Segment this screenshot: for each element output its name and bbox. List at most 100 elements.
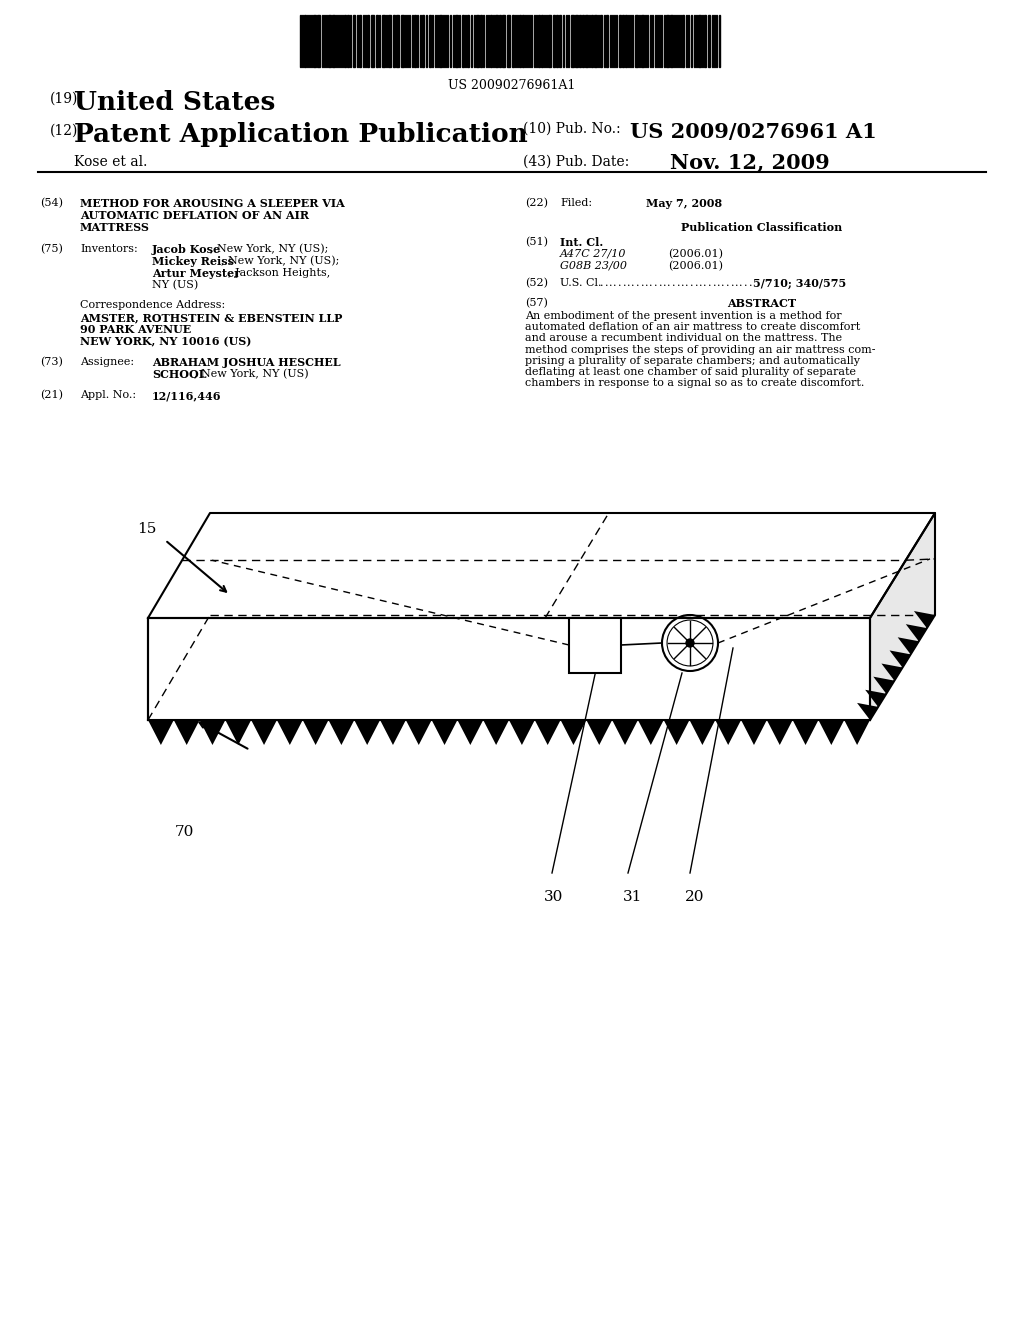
- Text: (2006.01): (2006.01): [668, 261, 723, 272]
- Text: .: .: [708, 279, 712, 288]
- Bar: [376, 15, 378, 67]
- Polygon shape: [560, 719, 587, 744]
- Text: .: .: [703, 279, 707, 288]
- Text: .: .: [722, 279, 725, 288]
- Text: .: .: [744, 279, 748, 288]
- Bar: [353, 15, 355, 67]
- Bar: [502, 15, 505, 67]
- Text: 90 PARK AVENUE: 90 PARK AVENUE: [80, 323, 191, 335]
- Text: United States: United States: [74, 90, 275, 115]
- Text: .: .: [613, 279, 617, 288]
- Polygon shape: [303, 719, 329, 744]
- Bar: [625, 15, 627, 67]
- Bar: [541, 15, 543, 67]
- Polygon shape: [432, 719, 458, 744]
- Polygon shape: [767, 719, 793, 744]
- Bar: [591, 15, 593, 67]
- Bar: [538, 15, 540, 67]
- Polygon shape: [689, 719, 716, 744]
- Text: , Jackson Heights,: , Jackson Heights,: [228, 268, 331, 279]
- Bar: [393, 15, 395, 67]
- Text: .: .: [640, 279, 644, 288]
- Bar: [635, 15, 638, 67]
- Polygon shape: [380, 719, 406, 744]
- Bar: [396, 15, 399, 67]
- Text: .: .: [726, 279, 729, 288]
- Polygon shape: [509, 719, 535, 744]
- Polygon shape: [354, 719, 380, 744]
- Text: Inventors:: Inventors:: [80, 244, 138, 253]
- Polygon shape: [890, 651, 910, 668]
- Bar: [367, 15, 369, 67]
- Polygon shape: [870, 513, 935, 719]
- Text: (21): (21): [40, 389, 63, 400]
- Polygon shape: [200, 719, 225, 744]
- Polygon shape: [458, 719, 483, 744]
- Text: US 2009/0276961 A1: US 2009/0276961 A1: [630, 121, 877, 143]
- Text: .: .: [649, 279, 653, 288]
- Text: Filed:: Filed:: [560, 198, 592, 209]
- Text: , New York, NY (US);: , New York, NY (US);: [210, 244, 329, 255]
- Text: .: .: [618, 279, 622, 288]
- Bar: [476, 15, 479, 67]
- Polygon shape: [914, 611, 935, 628]
- Text: .: .: [600, 279, 603, 288]
- Bar: [371, 15, 374, 67]
- Text: SCHOOL: SCHOOL: [152, 370, 207, 380]
- Bar: [559, 15, 561, 67]
- Bar: [575, 15, 578, 67]
- Bar: [705, 15, 706, 67]
- Text: (22): (22): [525, 198, 548, 209]
- Text: ABRAHAM JOSHUA HESCHEL: ABRAHAM JOSHUA HESCHEL: [152, 356, 341, 368]
- Text: METHOD FOR AROUSING A SLEEPER VIA: METHOD FOR AROUSING A SLEEPER VIA: [80, 198, 345, 209]
- Text: .: .: [623, 279, 626, 288]
- Text: ABSTRACT: ABSTRACT: [727, 298, 797, 309]
- Bar: [317, 15, 319, 67]
- Bar: [499, 15, 501, 67]
- Text: Artur Meyster: Artur Meyster: [152, 268, 240, 279]
- Text: chambers in response to a signal so as to create discomfort.: chambers in response to a signal so as t…: [525, 379, 864, 388]
- Bar: [522, 15, 524, 67]
- Text: .: .: [694, 279, 698, 288]
- Text: .: .: [604, 279, 608, 288]
- Bar: [422, 15, 424, 67]
- Bar: [698, 15, 701, 67]
- Text: NEW YORK, NY 10016 (US): NEW YORK, NY 10016 (US): [80, 337, 251, 347]
- Text: .: .: [713, 279, 716, 288]
- Bar: [519, 15, 521, 67]
- Bar: [618, 15, 621, 67]
- Text: Jacob Kose: Jacob Kose: [152, 244, 221, 255]
- Bar: [594, 15, 597, 67]
- Polygon shape: [587, 719, 612, 744]
- Bar: [600, 15, 602, 67]
- Bar: [328, 15, 331, 67]
- Polygon shape: [225, 719, 251, 744]
- Text: .: .: [690, 279, 693, 288]
- Text: (73): (73): [40, 356, 62, 367]
- Polygon shape: [276, 719, 303, 744]
- Bar: [429, 15, 431, 67]
- Polygon shape: [535, 719, 560, 744]
- Text: .: .: [677, 279, 680, 288]
- Bar: [347, 15, 349, 67]
- Bar: [606, 15, 608, 67]
- Text: (19): (19): [50, 92, 79, 106]
- Bar: [670, 15, 673, 67]
- Text: (57): (57): [525, 298, 548, 309]
- Bar: [382, 15, 385, 67]
- Polygon shape: [148, 618, 870, 719]
- Polygon shape: [865, 690, 886, 708]
- Text: (43) Pub. Date:: (43) Pub. Date:: [523, 154, 630, 169]
- Text: , New York, NY (US): , New York, NY (US): [194, 370, 308, 379]
- Polygon shape: [873, 677, 894, 694]
- Circle shape: [686, 639, 694, 647]
- Text: 70: 70: [175, 825, 195, 840]
- Bar: [585, 15, 588, 67]
- Bar: [467, 15, 469, 67]
- Text: Assignee:: Assignee:: [80, 356, 134, 367]
- Text: Nov. 12, 2009: Nov. 12, 2009: [670, 152, 829, 172]
- Text: (54): (54): [40, 198, 63, 209]
- Text: An embodiment of the present invention is a method for: An embodiment of the present invention i…: [525, 312, 842, 321]
- Text: automated deflation of an air mattress to create discomfort: automated deflation of an air mattress t…: [525, 322, 860, 333]
- Text: May 7, 2008: May 7, 2008: [646, 198, 722, 209]
